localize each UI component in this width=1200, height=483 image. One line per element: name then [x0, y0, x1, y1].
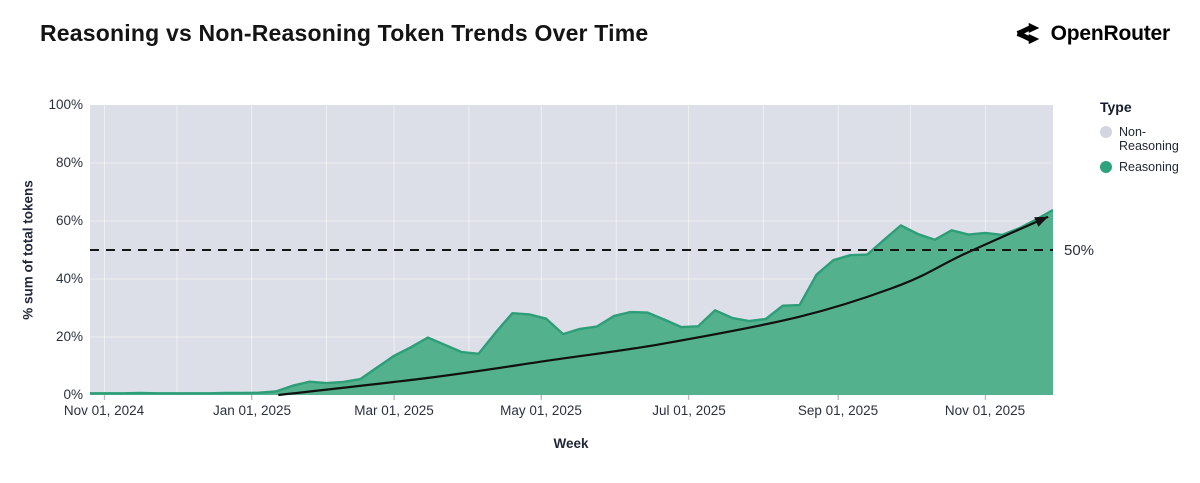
- chart-plot: [90, 105, 1053, 400]
- legend-item-label: Non-Reasoning: [1119, 125, 1179, 153]
- x-tick-label: Mar 01, 2025: [354, 403, 434, 418]
- legend-item: Non-Reasoning: [1100, 125, 1196, 153]
- openrouter-icon: [1015, 20, 1042, 47]
- x-tick-label: May 01, 2025: [500, 403, 582, 418]
- legend-swatch: [1100, 126, 1112, 138]
- legend-title: Type: [1100, 99, 1132, 115]
- x-tick-label: Nov 01, 2025: [944, 403, 1026, 418]
- reasoning-area-edge: [90, 208, 1053, 395]
- x-tick-label: Jul 01, 2025: [652, 403, 726, 418]
- y-tick-label: 80%: [55, 155, 83, 170]
- brand-name: OpenRouter: [1050, 21, 1171, 45]
- legend-item-label: Reasoning: [1119, 160, 1179, 174]
- x-axis-title: Week: [553, 436, 589, 451]
- y-axis-title: % sum of total tokens: [20, 180, 36, 320]
- reasoning-area: [90, 210, 1053, 395]
- x-tick-label: Nov 01, 2024: [63, 403, 145, 418]
- y-tick-label: 40%: [55, 271, 83, 286]
- openrouter-logo: OpenRouter: [1015, 20, 1170, 47]
- y-tick-label: 60%: [55, 213, 83, 228]
- y-tick-label: 20%: [55, 329, 83, 344]
- legend-swatch: [1100, 161, 1112, 173]
- x-tick-label: Jan 01, 2025: [212, 403, 292, 418]
- trend-line: [278, 215, 1049, 397]
- legend: Type Non-Reasoning Reasoning: [1100, 99, 1196, 181]
- reference-line-label: 50%: [1064, 242, 1095, 259]
- x-tick-label: Sep 01, 2025: [797, 403, 879, 418]
- page-title: Reasoning vs Non-Reasoning Token Trends …: [40, 20, 649, 46]
- y-tick-label: 0%: [63, 387, 83, 402]
- y-tick-label: 100%: [48, 97, 83, 112]
- trend-arrowhead: [1034, 216, 1049, 227]
- legend-item: Reasoning: [1100, 160, 1196, 174]
